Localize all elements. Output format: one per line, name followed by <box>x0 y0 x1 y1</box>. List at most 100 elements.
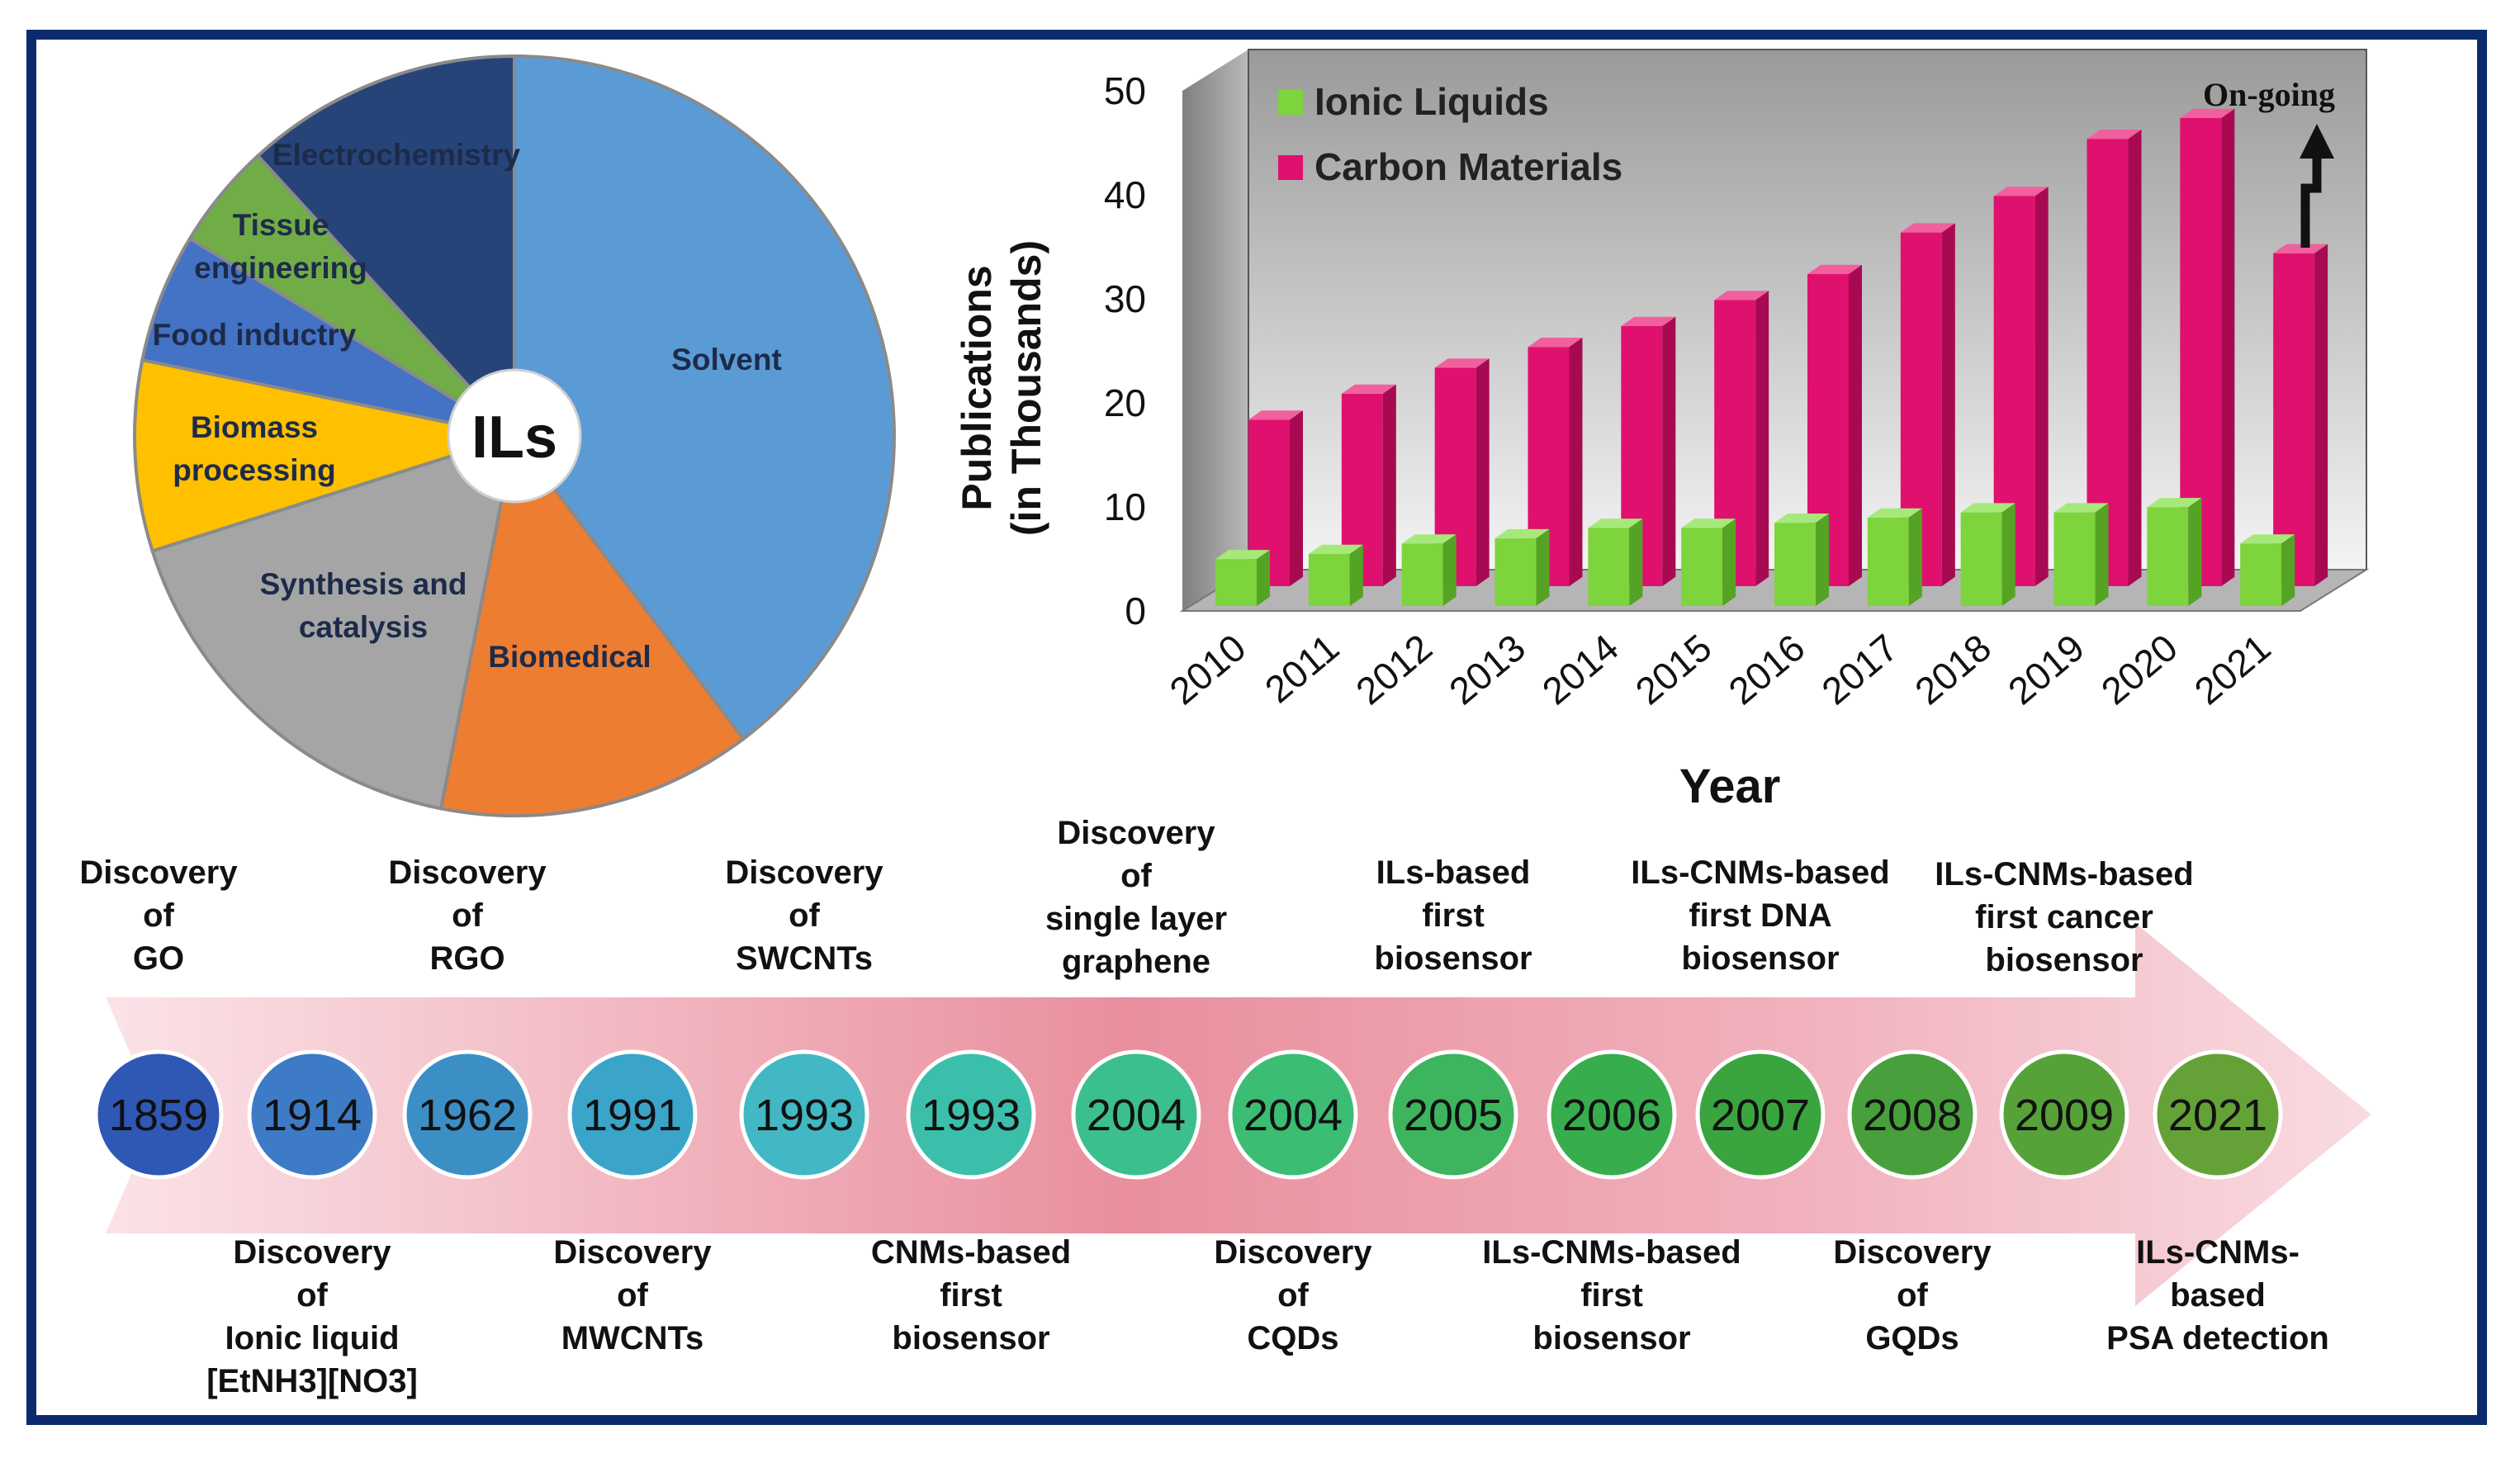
x-tick-label-2015: 2015 <box>1627 626 1720 713</box>
bar-ionic-liquids-2012 <box>1401 534 1457 606</box>
pie-label-electrochemistry: Electrochemistry <box>272 138 521 172</box>
y-tick-label-20: 20 <box>1104 381 1146 424</box>
timeline-node-2007-10: 2007 <box>1695 1049 1826 1180</box>
bar-ionic-liquids-2018 <box>1960 503 2016 606</box>
timeline: 1859 1914 1962 1991 1993 1993 2004 2004 2005 2006… <box>79 815 2371 1399</box>
timeline-year-label: 1914 <box>263 1091 362 1140</box>
bar-ionic-liquids-2020 <box>2147 498 2202 606</box>
x-tick-label-2011: 2011 <box>1257 626 1347 711</box>
timeline-year-label: 2006 <box>1562 1091 1661 1140</box>
timeline-year-label: 1962 <box>418 1091 517 1140</box>
pie-label-biomass-processing: Biomass processing <box>173 410 335 487</box>
timeline-year-label: 1993 <box>921 1091 1021 1140</box>
y-tick-label-50: 50 <box>1104 69 1146 112</box>
timeline-event-3: Discovery of MWCNTs <box>553 1234 712 1356</box>
x-tick-label-2010: 2010 <box>1162 626 1254 713</box>
timeline-node-2021-13: 2021 <box>2153 1049 2283 1180</box>
bar-ionic-liquids-2019 <box>2053 503 2109 606</box>
x-axis-title: Year <box>1679 760 1781 813</box>
timeline-node-2005-8: 2005 <box>1388 1049 1518 1180</box>
timeline-year-label: 2007 <box>1711 1091 1810 1140</box>
pie-slice-food-inductry <box>140 236 516 438</box>
timeline-event-4: Discovery of SWCNTs <box>725 854 883 977</box>
applications-pie-chart: Solvent Biomedical Synthesis and catalysis B… <box>133 54 896 817</box>
pie-label-synthesis-and-catalysis: Synthesis and catalysis <box>260 567 467 644</box>
timeline-node-1914-1: 1914 <box>247 1049 377 1180</box>
bar-ionic-liquids-2017 <box>1867 508 1922 606</box>
timeline-event-12: ILs-CNMs-based first cancer biosensor <box>1935 856 2193 978</box>
x-tick-label-2017: 2017 <box>1813 626 1906 713</box>
timeline-year-label: 2009 <box>2015 1091 2114 1140</box>
bar-ionic-liquids-2010 <box>1215 550 1270 606</box>
timeline-year-label: 2008 <box>1863 1091 1962 1140</box>
x-tick-label-2013: 2013 <box>1441 626 1533 713</box>
timeline-event-13: ILs-CNMs-based PSA detection <box>2106 1234 2329 1356</box>
timeline-year-label: 2004 <box>1087 1091 1186 1140</box>
x-tick-label-2012: 2012 <box>1348 626 1440 713</box>
y-tick-label-10: 10 <box>1104 485 1146 528</box>
pie-slice-solvent <box>513 54 896 741</box>
timeline-node-2004-6: 2004 <box>1071 1049 1201 1180</box>
y-tick-label-40: 40 <box>1104 173 1146 216</box>
on-going-arrow-head-icon <box>2300 124 2334 159</box>
y-tick-label-0: 0 <box>1125 589 1146 632</box>
legend-label-carbon-materials: Carbon Materials <box>1314 145 1622 188</box>
legend-swatch-carbon-materials <box>1278 155 1303 180</box>
pie-slice-biomedical <box>438 432 746 817</box>
timeline-event-6: Discovery of single layer graphene <box>1045 815 1227 980</box>
pie-label-solvent: Solvent <box>671 343 782 376</box>
y-axis-title-line1: Publications <box>954 265 1000 510</box>
bar-carbon-materials-2021 <box>2273 244 2328 586</box>
x-tick-label-2019: 2019 <box>2000 626 2092 713</box>
legend-swatch-ionic-liquids <box>1278 90 1303 115</box>
timeline-event-11: Discovery of GQDs <box>1833 1234 1992 1356</box>
bar-ionic-liquids-2016 <box>1774 514 1829 606</box>
timeline-event-10: ILs-CNMs-based first DNA biosensor <box>1631 854 1889 977</box>
chart-side-wall <box>1182 50 1248 611</box>
bar-ionic-liquids-2013 <box>1494 528 1550 606</box>
on-going-annotation: On-going <box>2203 76 2335 113</box>
pie-label-food-inductry: Food inductry <box>153 318 357 352</box>
timeline-event-5: CNMs-based first biosensor <box>871 1234 1071 1356</box>
pie-slice-synthesis-and-catalysis <box>150 433 517 811</box>
timeline-year-label: 2021 <box>2168 1091 2267 1140</box>
on-going-arrow-icon <box>2300 157 2322 248</box>
pie-slice-electrochemistry <box>255 54 516 441</box>
pie-center-badge <box>447 368 582 504</box>
timeline-node-1859-0: 1859 <box>93 1049 224 1180</box>
timeline-year-label: 2004 <box>1243 1091 1343 1140</box>
pie-label-biomedical: Biomedical <box>488 640 651 674</box>
pie-label-tissue-engineering: Tissue engineering <box>194 208 367 285</box>
timeline-year-label: 1991 <box>583 1091 682 1140</box>
y-tick-label-30: 30 <box>1104 277 1146 320</box>
legend-label-ionic-liquids: Ionic Liquids <box>1314 80 1549 123</box>
x-tick-label-2014: 2014 <box>1534 626 1627 713</box>
timeline-node-2008-11: 2008 <box>1847 1049 1978 1180</box>
timeline-node-2009-12: 2009 <box>1999 1049 2129 1180</box>
bar-ionic-liquids-2014 <box>1588 518 1643 606</box>
timeline-node-1993-4: 1993 <box>739 1049 869 1180</box>
timeline-year-label: 2005 <box>1404 1091 1503 1140</box>
x-tick-label-2021: 2021 <box>2186 626 2279 713</box>
pie-slice-biomass-processing <box>133 357 521 553</box>
timeline-event-1: Discovery of Ionic liquid [EtNH3][NO3] <box>206 1234 418 1399</box>
timeline-node-1993-5: 1993 <box>906 1049 1036 1180</box>
y-axis-title-line2: (in Thousands) <box>1003 240 1049 536</box>
timeline-year-label: 1993 <box>755 1091 854 1140</box>
timeline-event-9: ILs-CNMs-based first biosensor <box>1482 1234 1741 1356</box>
timeline-year-label: 1859 <box>109 1091 208 1140</box>
timeline-event-8: ILs-based first biosensor <box>1374 854 1532 977</box>
timeline-node-2004-7: 2004 <box>1228 1049 1358 1180</box>
timeline-node-2006-9: 2006 <box>1547 1049 1677 1180</box>
bar-ionic-liquids-2021 <box>2240 534 2295 606</box>
bar-ionic-liquids-2015 <box>1681 518 1736 606</box>
publications-bar-chart: 0 10 20 30 40 50 2010 2011 2012 2013 2014 2015 2016… <box>954 49 2370 813</box>
timeline-node-1991-3: 1991 <box>567 1049 698 1180</box>
timeline-event-0: Discovery of GO <box>79 854 238 977</box>
bar-ionic-liquids-2011 <box>1308 544 1363 606</box>
figure-frame <box>26 30 2487 1425</box>
timeline-event-7: Discovery of CQDs <box>1214 1234 1372 1356</box>
x-tick-label-2020: 2020 <box>2093 626 2186 713</box>
timeline-node-1962-2: 1962 <box>402 1049 533 1180</box>
